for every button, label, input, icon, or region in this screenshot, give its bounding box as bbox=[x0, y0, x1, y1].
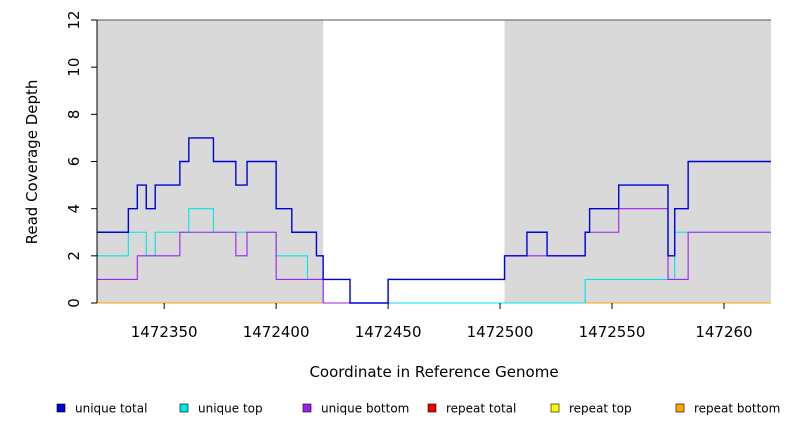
x-tick-label: 1472500 bbox=[467, 323, 534, 341]
y-tick-label: 10 bbox=[65, 58, 83, 77]
x-tick-label: 147260 bbox=[695, 323, 752, 341]
legend-item-unique-total: unique total bbox=[56, 402, 147, 416]
series-line-unique-top bbox=[97, 208, 771, 304]
y-tick-label: 8 bbox=[65, 110, 83, 120]
y-axis-title: Read Coverage Depth bbox=[23, 80, 41, 245]
legend-item-repeat-top: repeat top bbox=[550, 402, 632, 416]
x-tick-label: 1472450 bbox=[355, 323, 422, 341]
y-tick-label: 12 bbox=[65, 10, 83, 29]
legend-label: repeat top bbox=[569, 402, 632, 416]
legend-swatch bbox=[56, 403, 66, 413]
legend-item-repeat-bottom: repeat bottom bbox=[675, 402, 780, 416]
shaded-regions bbox=[97, 20, 771, 303]
shaded-region-1 bbox=[97, 20, 324, 303]
legend-swatch bbox=[427, 403, 437, 413]
x-tick-label: 1472400 bbox=[243, 323, 310, 341]
x-tick-label: 1472550 bbox=[579, 323, 646, 341]
legend-label: unique bottom bbox=[321, 402, 409, 416]
legend-label: unique top bbox=[198, 402, 263, 416]
legend-item-unique-bottom: unique bottom bbox=[302, 402, 409, 416]
legend-label: repeat bottom bbox=[694, 402, 780, 416]
y-tick-label: 6 bbox=[65, 157, 83, 167]
legend: unique total unique top unique bottom repea… bbox=[56, 402, 780, 416]
legend-label: unique total bbox=[75, 402, 147, 416]
y-tick-label: 0 bbox=[65, 298, 83, 308]
x-tick-label: 1472350 bbox=[131, 323, 198, 341]
legend-item-repeat-total: repeat total bbox=[427, 402, 516, 416]
y-tick-label: 4 bbox=[65, 204, 83, 214]
series-line-unique-total bbox=[97, 137, 771, 304]
legend-swatch bbox=[179, 403, 189, 413]
legend-swatch bbox=[302, 403, 312, 413]
legend-label: repeat total bbox=[446, 402, 516, 416]
y-tick-label: 2 bbox=[65, 251, 83, 261]
series-lines bbox=[97, 137, 771, 304]
x-axis-title: Coordinate in Reference Genome bbox=[309, 363, 558, 381]
legend-item-unique-top: unique top bbox=[179, 402, 263, 416]
legend-swatch bbox=[675, 403, 685, 413]
legend-swatch bbox=[550, 403, 560, 413]
axes: 0 2 4 6 8 10 12 1472350 1472400 1472450 1472500 147… bbox=[65, 10, 771, 341]
